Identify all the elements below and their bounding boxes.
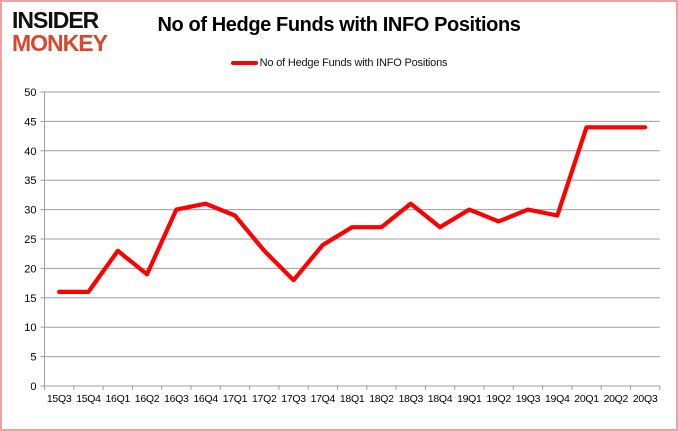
- x-tick-label: 16Q3: [164, 393, 189, 405]
- x-tick-label: 15Q3: [47, 393, 72, 405]
- x-tick-label: 18Q2: [369, 393, 394, 405]
- y-tick-label: 20: [24, 263, 36, 275]
- x-tick-label: 17Q3: [281, 393, 306, 405]
- y-tick-label: 0: [30, 381, 36, 393]
- x-tick-label: 16Q4: [193, 393, 218, 405]
- series-line: [56, 125, 648, 294]
- legend-label: No of Hedge Funds with INFO Positions: [259, 57, 448, 69]
- x-tick-label: 20Q2: [604, 393, 629, 405]
- x-tick-label: 18Q4: [428, 393, 453, 405]
- y-tick-label: 35: [24, 175, 36, 187]
- x-tick-label: 16Q2: [135, 393, 160, 405]
- x-tick-label: 20Q1: [574, 393, 599, 405]
- x-tick-label: 19Q1: [457, 393, 482, 405]
- x-tick-label: 17Q1: [223, 393, 248, 405]
- y-tick-label: 15: [24, 293, 36, 305]
- x-tick-label: 20Q3: [633, 393, 658, 405]
- x-tick-label: 19Q2: [486, 393, 511, 405]
- x-tick-label: 17Q2: [252, 393, 277, 405]
- y-tick-label: 5: [30, 352, 36, 364]
- legend: No of Hedge Funds with INFO Positions: [2, 57, 676, 69]
- y-tick-label: 30: [24, 205, 36, 217]
- logo-monkey-text: MONKEY: [12, 29, 108, 56]
- y-tick-label: 50: [24, 87, 36, 99]
- legend-line-swatch: [230, 61, 258, 65]
- x-tick-label: 19Q4: [545, 393, 570, 405]
- x-tick-label: 15Q4: [76, 393, 101, 405]
- x-tick-label: 16Q1: [106, 393, 131, 405]
- insider-monkey-logo: INSIDER MONKEY: [12, 7, 108, 56]
- x-tick-label: 18Q1: [340, 393, 365, 405]
- y-tick-label: 45: [24, 116, 36, 128]
- y-tick-label: 40: [24, 146, 36, 158]
- chart-title: No of Hedge Funds with INFO Positions: [157, 14, 521, 36]
- logo-insider-text: INSIDER: [12, 7, 99, 33]
- x-tick-label: 18Q3: [399, 393, 424, 405]
- y-tick-label: 10: [24, 322, 36, 334]
- x-tick-label: 17Q4: [311, 393, 336, 405]
- x-tick-label: 19Q3: [516, 393, 541, 405]
- y-tick-label: 25: [24, 234, 36, 246]
